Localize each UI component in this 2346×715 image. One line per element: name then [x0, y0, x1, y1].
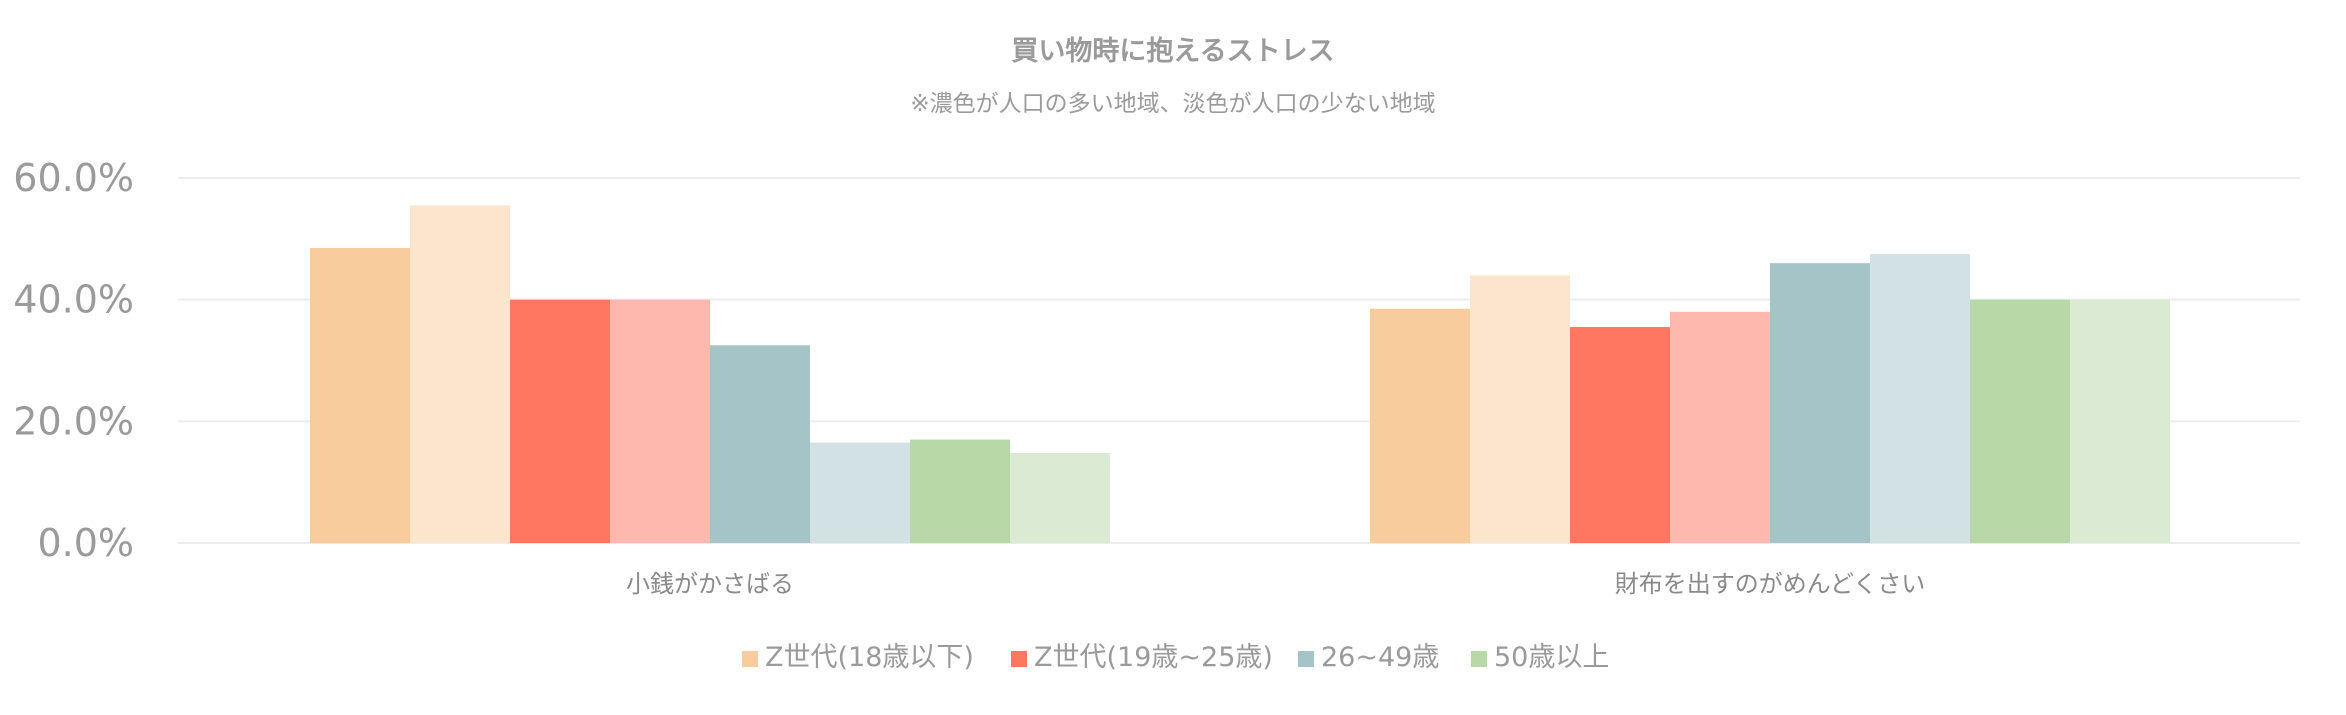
bars: [310, 205, 2170, 544]
bar: [710, 345, 810, 543]
x-axis-categories: 小銭がかさばる 財布を出すのがめんどくさい: [626, 570, 1925, 598]
legend-swatch: [1471, 651, 1487, 667]
bar: [610, 299, 710, 543]
legend: Z世代(18歳以下) Z世代(19歳~25歳) 26~49歳 50歳以上: [742, 642, 1609, 673]
bar: [1570, 327, 1670, 543]
bar: [1370, 308, 1470, 543]
x-category-label: 財布を出すのがめんどくさい: [1615, 570, 1926, 598]
y-tick-label: 0.0%: [37, 521, 134, 565]
bar: [1770, 263, 1870, 543]
legend-label: 50歳以上: [1494, 642, 1609, 673]
legend-label: Z世代(18歳以下): [765, 642, 974, 673]
bar: [1870, 254, 1970, 543]
bar: [1010, 452, 1110, 543]
legend-swatch: [1011, 651, 1027, 667]
bar: [2070, 299, 2170, 543]
bar: [1970, 299, 2070, 543]
bar: [1470, 275, 1570, 543]
legend-label: 26~49歳: [1321, 642, 1439, 673]
legend-swatch: [742, 651, 758, 667]
bar: [1670, 311, 1770, 543]
y-tick-label: 20.0%: [13, 399, 134, 443]
bar: [810, 442, 910, 543]
bar: [910, 439, 1010, 543]
chart-subtitle: ※濃色が人口の多い地域、淡色が人口の少ない地域: [910, 91, 1435, 117]
bar: [410, 205, 510, 543]
chart-title: 買い物時に抱えるストレス: [1011, 35, 1334, 67]
x-category-label: 小銭がかさばる: [626, 570, 794, 598]
y-tick-label: 40.0%: [13, 278, 134, 322]
y-axis-ticks: 0.0% 20.0% 40.0% 60.0%: [13, 156, 134, 565]
bar: [310, 247, 410, 544]
y-tick-label: 60.0%: [13, 156, 134, 200]
legend-swatch: [1298, 651, 1314, 667]
legend-label: Z世代(19歳~25歳): [1034, 642, 1273, 673]
bar: [510, 299, 610, 543]
